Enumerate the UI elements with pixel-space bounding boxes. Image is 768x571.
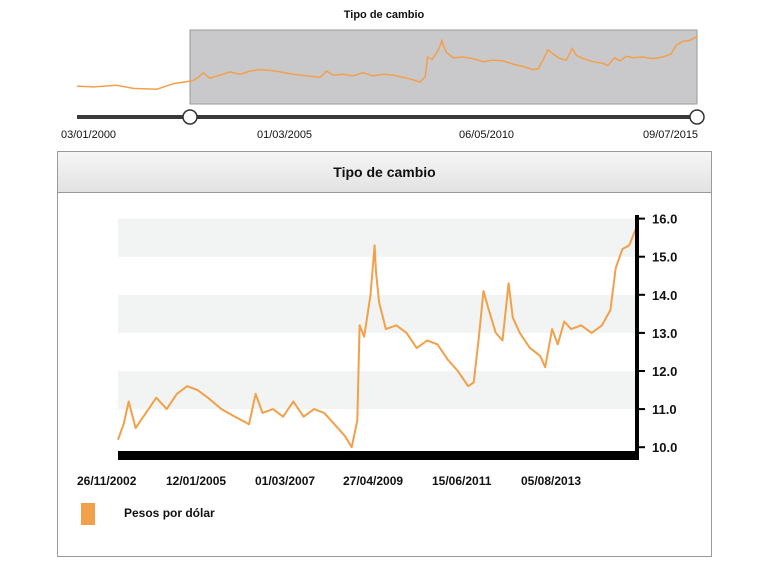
y-tick-label: 10.0 [652,440,677,455]
y-tick-label: 11.0 [652,402,677,417]
navigator-series-line [76,35,698,90]
legend-swatch [81,503,95,525]
navigator-tick-label: 09/07/2015 [643,129,699,141]
legend-label: Pesos por dólar [124,506,215,520]
navigator-handle-left[interactable] [182,109,198,125]
navigator-tick-label: 01/03/2005 [257,129,313,141]
y-tick-label: 16.0 [652,212,677,227]
navigator-title: Tipo de cambio [343,9,425,21]
chart-title: Tipo de cambio [333,164,436,180]
navigator[interactable] [0,0,768,130]
main-chart: 10.0 11.0 12.0 13.0 14.0 15.0 16.0 26/11/2002 1… [77,212,677,488]
x-tick-label: 12/01/2005 [166,474,226,488]
chart-panel-header: Tipo de cambio [58,152,711,193]
navigator-handle-right[interactable] [689,109,705,125]
navigator-selection[interactable] [189,29,698,105]
x-tick-label: 26/11/2002 [77,474,137,488]
y-tick-label: 13.0 [652,326,677,341]
grid-band [118,371,637,410]
y-tick-label: 15.0 [652,250,677,265]
navigator-tick-label: 06/05/2010 [459,129,515,141]
y-tick-label: 14.0 [652,288,677,303]
x-tick-label: 01/03/2007 [255,474,315,488]
grid-band [118,218,637,257]
x-tick-label: 15/06/2011 [432,474,492,488]
x-axis-bar [118,451,639,460]
series-line-pesos-por-dolar [117,225,638,449]
grid-band [118,294,637,333]
x-tick-label: 27/04/2009 [343,474,403,488]
y-tick-label: 12.0 [652,364,677,379]
navigator-tick-label: 03/01/2000 [61,129,117,141]
x-tick-label: 05/08/2013 [521,474,581,488]
